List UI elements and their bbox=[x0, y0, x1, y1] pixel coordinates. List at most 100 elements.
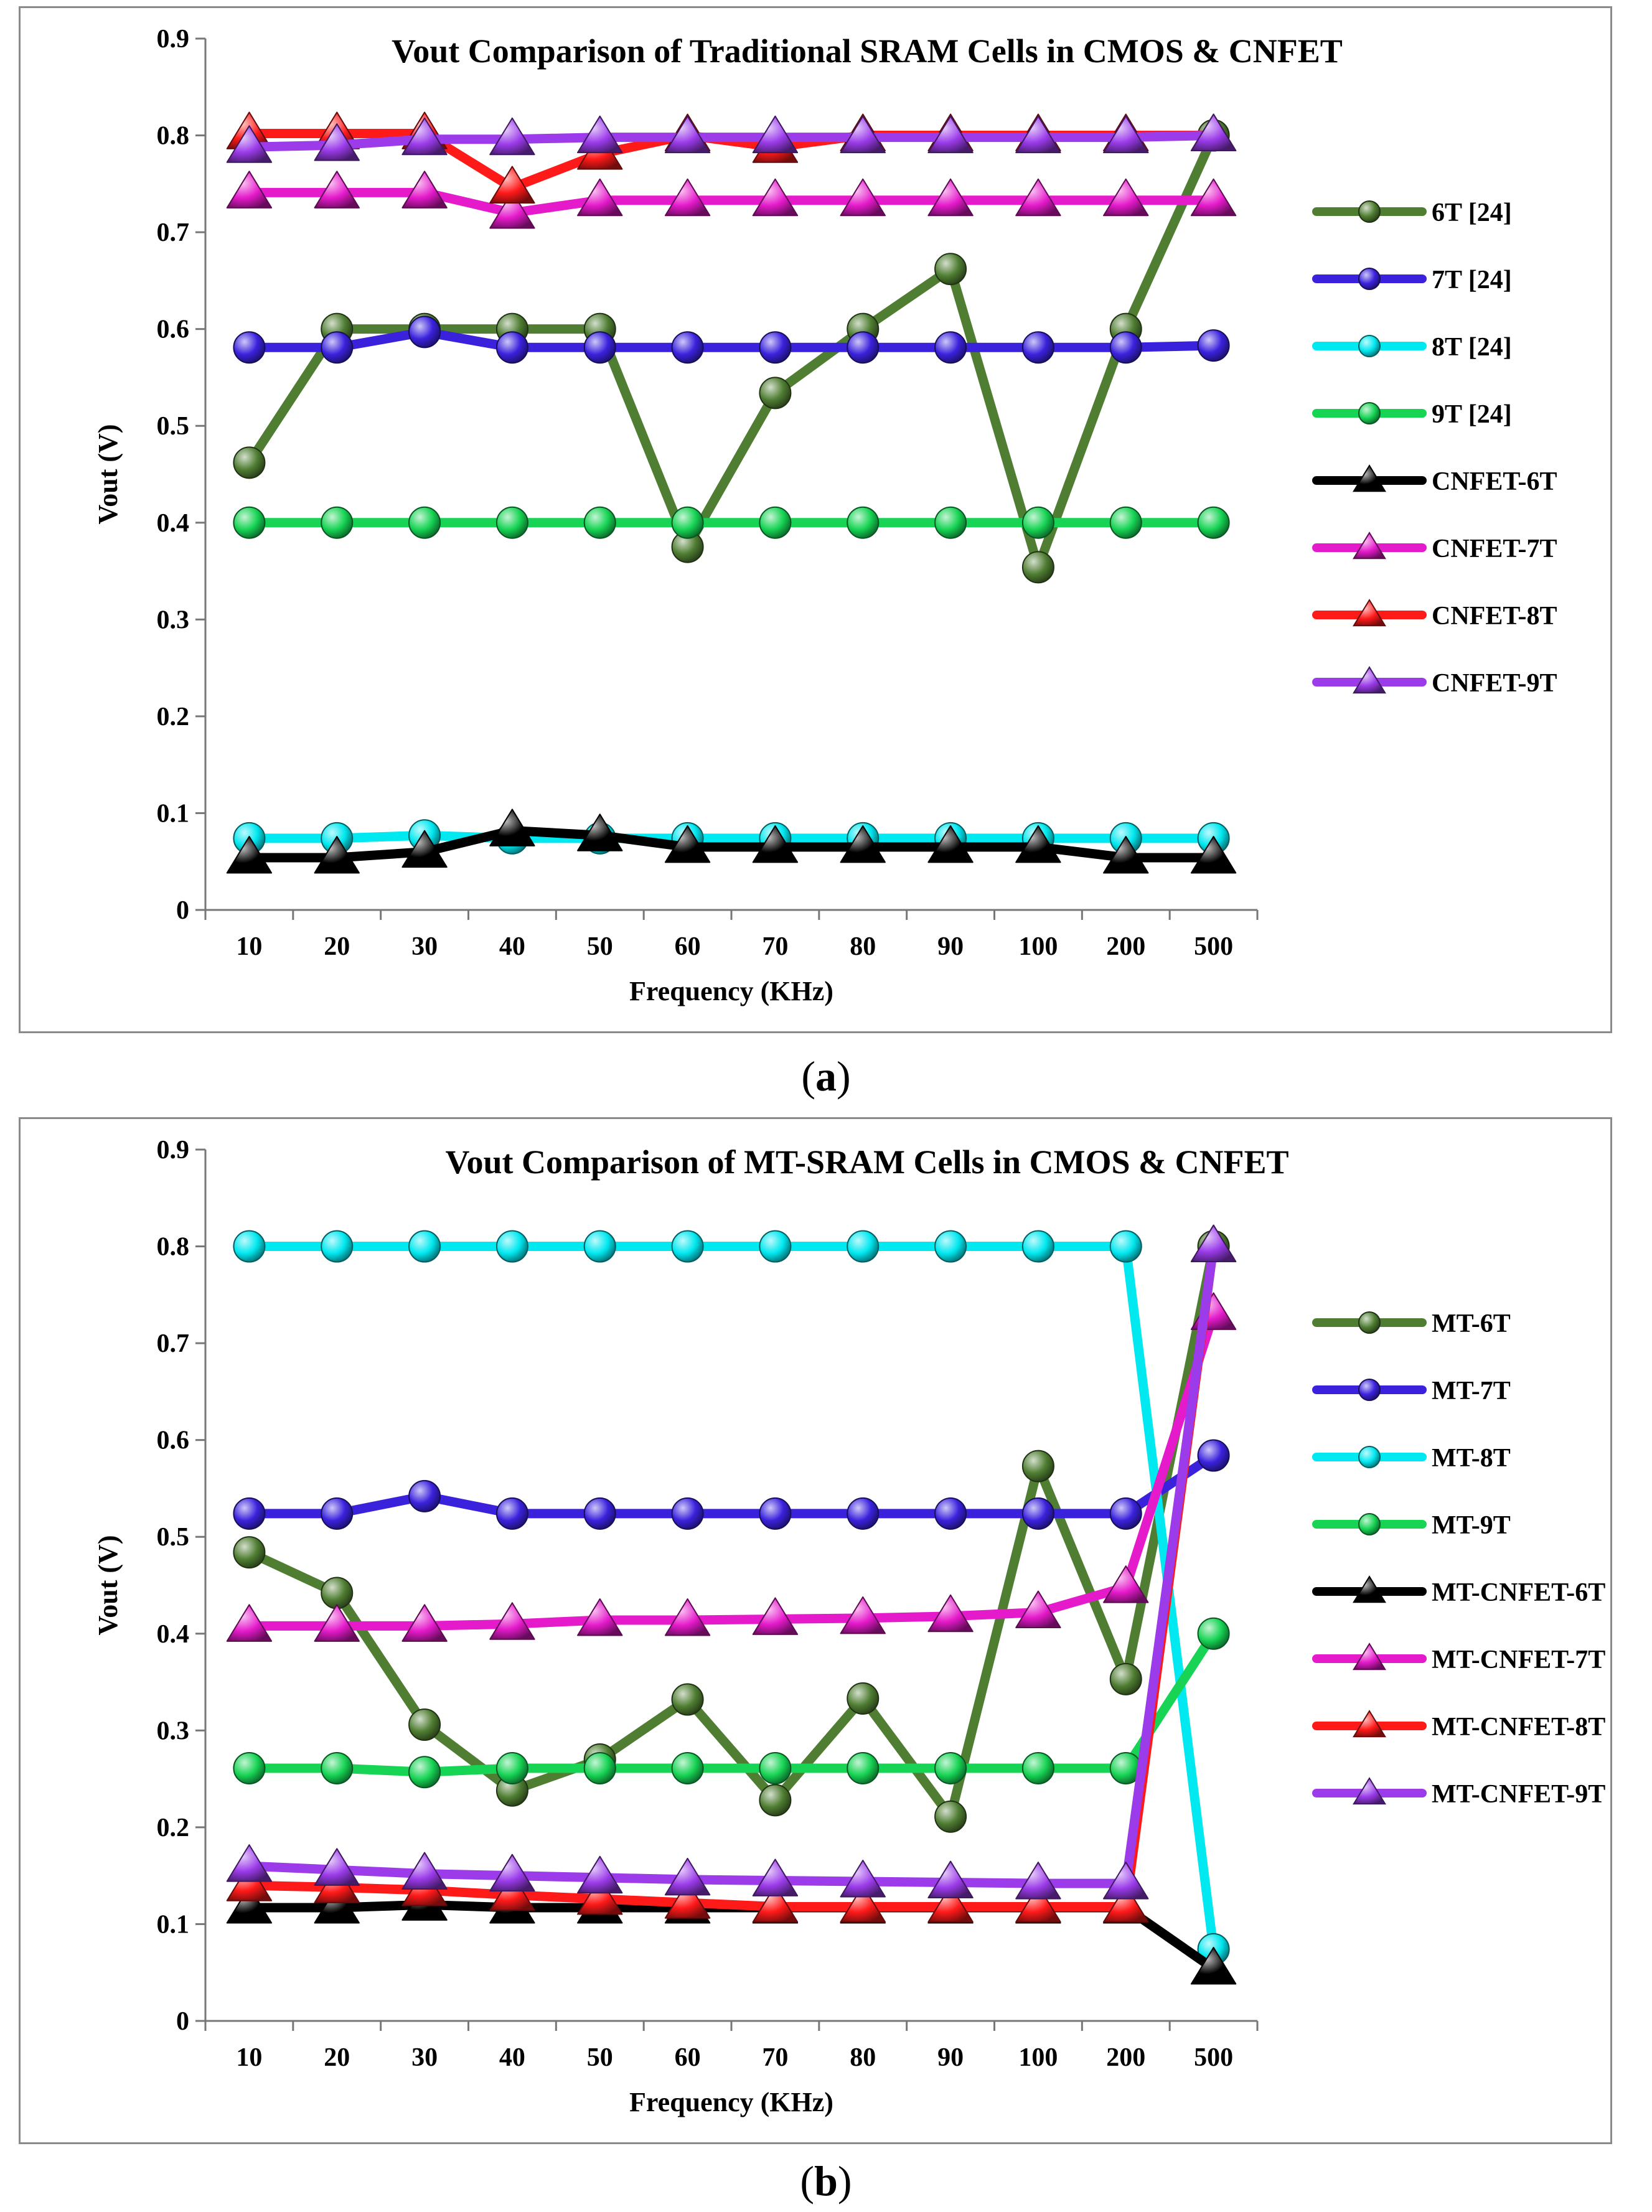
x-tick-label: 100 bbox=[1018, 2043, 1058, 2072]
data-point bbox=[408, 1708, 441, 1741]
legend-label: CNFET-9T bbox=[1432, 669, 1557, 698]
data-point bbox=[314, 1604, 360, 1642]
data-point bbox=[321, 1497, 354, 1530]
data-point bbox=[408, 1756, 441, 1789]
legend-item: MT-6T bbox=[1312, 1310, 1511, 1338]
data-point bbox=[321, 1577, 354, 1610]
data-point bbox=[401, 1852, 448, 1890]
legend-label: CNFET-8T bbox=[1432, 602, 1557, 630]
x-tick-label: 70 bbox=[762, 2043, 788, 2072]
data-point bbox=[934, 1800, 967, 1833]
x-tick-label: 20 bbox=[324, 2043, 350, 2072]
legend-marker bbox=[1353, 599, 1386, 627]
legend-marker bbox=[1358, 1311, 1381, 1334]
data-point bbox=[1197, 1439, 1230, 1472]
legend-item: MT-CNFET-6T bbox=[1312, 1575, 1605, 1607]
data-point bbox=[1109, 506, 1142, 539]
legend-label: 9T [24] bbox=[1432, 400, 1512, 429]
data-point bbox=[577, 1877, 623, 1915]
x-axis-label: Frequency (KHz) bbox=[629, 976, 833, 1006]
series-line bbox=[244, 131, 1219, 152]
data-point bbox=[759, 506, 792, 539]
y-tick-label: 0.3 bbox=[157, 1717, 190, 1745]
data-point bbox=[577, 178, 623, 217]
data-point bbox=[671, 1230, 704, 1263]
data-point bbox=[233, 506, 266, 539]
data-point bbox=[233, 446, 266, 479]
data-point bbox=[489, 117, 535, 156]
legend-marker bbox=[1358, 1446, 1381, 1468]
y-tick-label: 0 bbox=[176, 2007, 189, 2036]
data-point bbox=[489, 1602, 535, 1640]
data-point bbox=[321, 331, 354, 364]
data-point bbox=[1021, 1497, 1054, 1530]
y-tick-label: 0.2 bbox=[157, 703, 190, 731]
y-tick-label: 0.9 bbox=[157, 1136, 190, 1165]
data-point bbox=[489, 808, 535, 846]
x-tick-label: 40 bbox=[499, 932, 525, 961]
data-point bbox=[1021, 506, 1054, 539]
data-point bbox=[927, 1885, 974, 1923]
y-tick-label: 0.9 bbox=[157, 25, 190, 54]
legend-item: 7T [24] bbox=[1312, 266, 1512, 294]
data-point bbox=[1190, 836, 1237, 874]
data-point bbox=[583, 506, 616, 539]
chart-svg-a: Vout Comparison of Traditional SRAM Cell… bbox=[93, 25, 1557, 1006]
legend-item: 9T [24] bbox=[1312, 400, 1512, 429]
data-point bbox=[495, 1497, 528, 1530]
data-point bbox=[840, 1596, 886, 1634]
x-tick-label: 90 bbox=[937, 932, 964, 961]
chart-title: Vout Comparison of MT-SRAM Cells in CMOS… bbox=[445, 1143, 1288, 1181]
data-point bbox=[934, 1752, 967, 1784]
y-tick-label: 0.6 bbox=[157, 316, 190, 344]
legend: MT-6T MT-7T MT-8T MT-9T MT-CNFET-6T MT-CNFET-… bbox=[1312, 1310, 1605, 1809]
data-point bbox=[321, 506, 354, 539]
y-tick-label: 0.5 bbox=[157, 412, 190, 441]
data-point bbox=[1103, 836, 1149, 874]
x-tick-label: 80 bbox=[850, 2043, 876, 2072]
data-point bbox=[847, 1230, 880, 1263]
chart-svg-b: Vout Comparison of MT-SRAM Cells in CMOS… bbox=[93, 1136, 1605, 2117]
legend-item: MT-8T bbox=[1312, 1444, 1511, 1473]
series-cnfet-7t bbox=[226, 171, 1237, 229]
series-mt-cnfet-6t bbox=[226, 1883, 1237, 1985]
series-line bbox=[244, 1900, 1219, 1974]
series-cnfet-9t bbox=[226, 113, 1237, 163]
series-mt-9t bbox=[233, 1617, 1230, 1789]
x-tick-label: 500 bbox=[1194, 2043, 1233, 2072]
data-point bbox=[759, 1752, 792, 1784]
legend-marker bbox=[1353, 666, 1386, 694]
data-point bbox=[226, 836, 273, 874]
chart-title: Vout Comparison of Traditional SRAM Cell… bbox=[392, 32, 1343, 70]
data-point bbox=[1197, 329, 1230, 362]
data-point bbox=[664, 115, 711, 154]
data-point bbox=[233, 331, 266, 364]
y-tick-label: 0.4 bbox=[157, 1620, 190, 1649]
data-point bbox=[489, 1873, 535, 1911]
legend-item: CNFET-6T bbox=[1312, 464, 1557, 496]
x-tick-label: 40 bbox=[499, 2043, 525, 2072]
legend-label: CNFET-6T bbox=[1432, 467, 1557, 496]
caption-b-letter: b bbox=[814, 2157, 838, 2205]
x-tick-label: 30 bbox=[411, 932, 438, 961]
x-tick-label: 10 bbox=[236, 932, 262, 961]
data-point bbox=[583, 331, 616, 364]
data-point bbox=[401, 117, 448, 156]
data-point bbox=[226, 1604, 273, 1642]
x-tick-label: 10 bbox=[236, 2043, 262, 2072]
legend-label: MT-CNFET-7T bbox=[1432, 1646, 1605, 1674]
legend-marker bbox=[1353, 1710, 1386, 1738]
data-point bbox=[1190, 178, 1237, 217]
data-point bbox=[752, 115, 799, 154]
legend-marker bbox=[1353, 1777, 1386, 1805]
legend-label: MT-9T bbox=[1432, 1511, 1511, 1540]
data-point bbox=[664, 178, 711, 217]
data-point bbox=[752, 1858, 799, 1896]
data-point bbox=[1103, 1885, 1149, 1923]
legend-label: MT-7T bbox=[1432, 1377, 1511, 1405]
data-point bbox=[314, 1848, 360, 1886]
legend-marker bbox=[1358, 335, 1381, 357]
caption-b: (b) bbox=[800, 2157, 852, 2205]
legend-marker bbox=[1358, 1513, 1381, 1535]
data-point bbox=[314, 1886, 360, 1924]
